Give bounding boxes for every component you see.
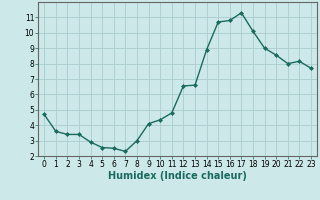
X-axis label: Humidex (Indice chaleur): Humidex (Indice chaleur)	[108, 171, 247, 181]
